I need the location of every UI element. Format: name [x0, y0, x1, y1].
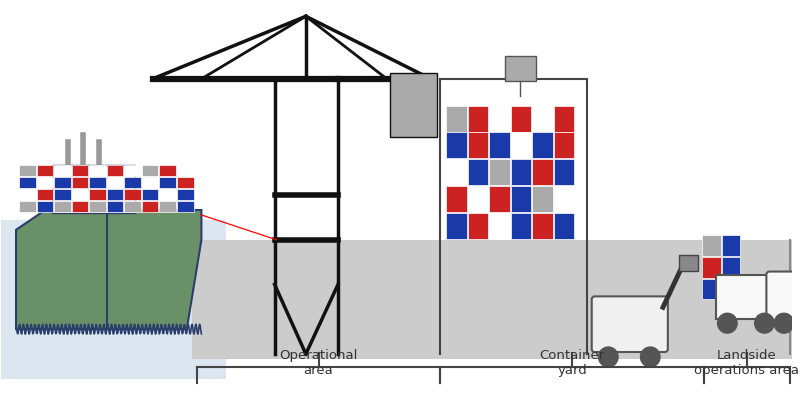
Bar — [489, 106, 509, 132]
Bar — [554, 106, 574, 132]
Bar — [716, 275, 769, 319]
Bar — [532, 186, 552, 212]
Bar — [142, 201, 159, 212]
Bar — [511, 106, 531, 132]
Bar — [446, 132, 467, 158]
Bar — [107, 201, 123, 212]
Circle shape — [599, 347, 618, 367]
Bar — [511, 213, 531, 239]
Bar — [505, 56, 536, 81]
Bar — [125, 177, 141, 188]
Bar — [554, 213, 574, 239]
Bar — [468, 213, 488, 239]
Bar — [89, 201, 106, 212]
FancyBboxPatch shape — [592, 296, 667, 352]
Bar — [160, 189, 176, 200]
Bar — [702, 256, 721, 277]
Bar — [107, 177, 123, 188]
Bar — [722, 279, 740, 299]
Bar — [532, 159, 552, 185]
Bar — [489, 132, 509, 158]
Circle shape — [755, 313, 774, 333]
Bar — [489, 186, 509, 212]
Bar — [489, 159, 509, 185]
Bar — [125, 165, 141, 176]
Bar — [554, 132, 574, 158]
Bar — [177, 165, 194, 176]
Bar — [54, 165, 70, 176]
Bar — [532, 106, 552, 132]
Bar — [89, 189, 106, 200]
Bar — [468, 159, 488, 185]
Bar — [125, 189, 141, 200]
Bar — [511, 186, 531, 212]
Bar — [468, 106, 488, 132]
Bar — [177, 189, 194, 200]
Bar — [19, 165, 36, 176]
Bar — [702, 279, 721, 299]
Bar — [19, 189, 36, 200]
Bar — [511, 132, 531, 158]
Bar — [446, 159, 467, 185]
Bar — [177, 177, 194, 188]
Bar — [89, 165, 106, 176]
Bar — [71, 189, 88, 200]
Text: Container
yard: Container yard — [539, 349, 605, 377]
Bar — [142, 177, 159, 188]
Bar — [142, 165, 159, 176]
Bar — [36, 177, 53, 188]
Text: Landside
operations area: Landside operations area — [694, 349, 799, 377]
Bar — [554, 159, 574, 185]
FancyBboxPatch shape — [766, 272, 797, 322]
Bar — [54, 201, 70, 212]
Circle shape — [718, 313, 737, 333]
Bar — [142, 189, 159, 200]
Bar — [160, 165, 176, 176]
Polygon shape — [16, 210, 202, 329]
Bar — [107, 189, 123, 200]
Bar — [89, 177, 106, 188]
Bar — [390, 73, 437, 137]
Bar — [125, 201, 141, 212]
Text: Operational
area: Operational area — [279, 349, 358, 377]
Bar — [107, 165, 123, 176]
Bar — [192, 240, 791, 359]
Bar — [489, 213, 509, 239]
Bar — [160, 177, 176, 188]
Bar — [446, 106, 467, 132]
Bar — [532, 213, 552, 239]
Circle shape — [774, 313, 794, 333]
Bar — [36, 189, 53, 200]
Bar — [54, 189, 70, 200]
Bar — [2, 220, 226, 379]
Bar — [71, 201, 88, 212]
Bar — [468, 132, 488, 158]
Bar — [722, 256, 740, 277]
Bar — [468, 186, 488, 212]
Bar — [446, 213, 467, 239]
Bar — [52, 165, 135, 213]
Circle shape — [641, 347, 660, 367]
Bar — [679, 255, 698, 270]
Bar — [36, 165, 53, 176]
Bar — [36, 201, 53, 212]
Bar — [446, 186, 467, 212]
Bar — [19, 177, 36, 188]
Bar — [554, 186, 574, 212]
Bar — [722, 235, 740, 256]
Bar — [71, 177, 88, 188]
Bar — [177, 201, 194, 212]
Bar — [19, 201, 36, 212]
Bar — [71, 165, 88, 176]
Bar — [702, 235, 721, 256]
Bar — [511, 159, 531, 185]
Bar — [54, 177, 70, 188]
Bar — [160, 201, 176, 212]
Bar — [532, 132, 552, 158]
